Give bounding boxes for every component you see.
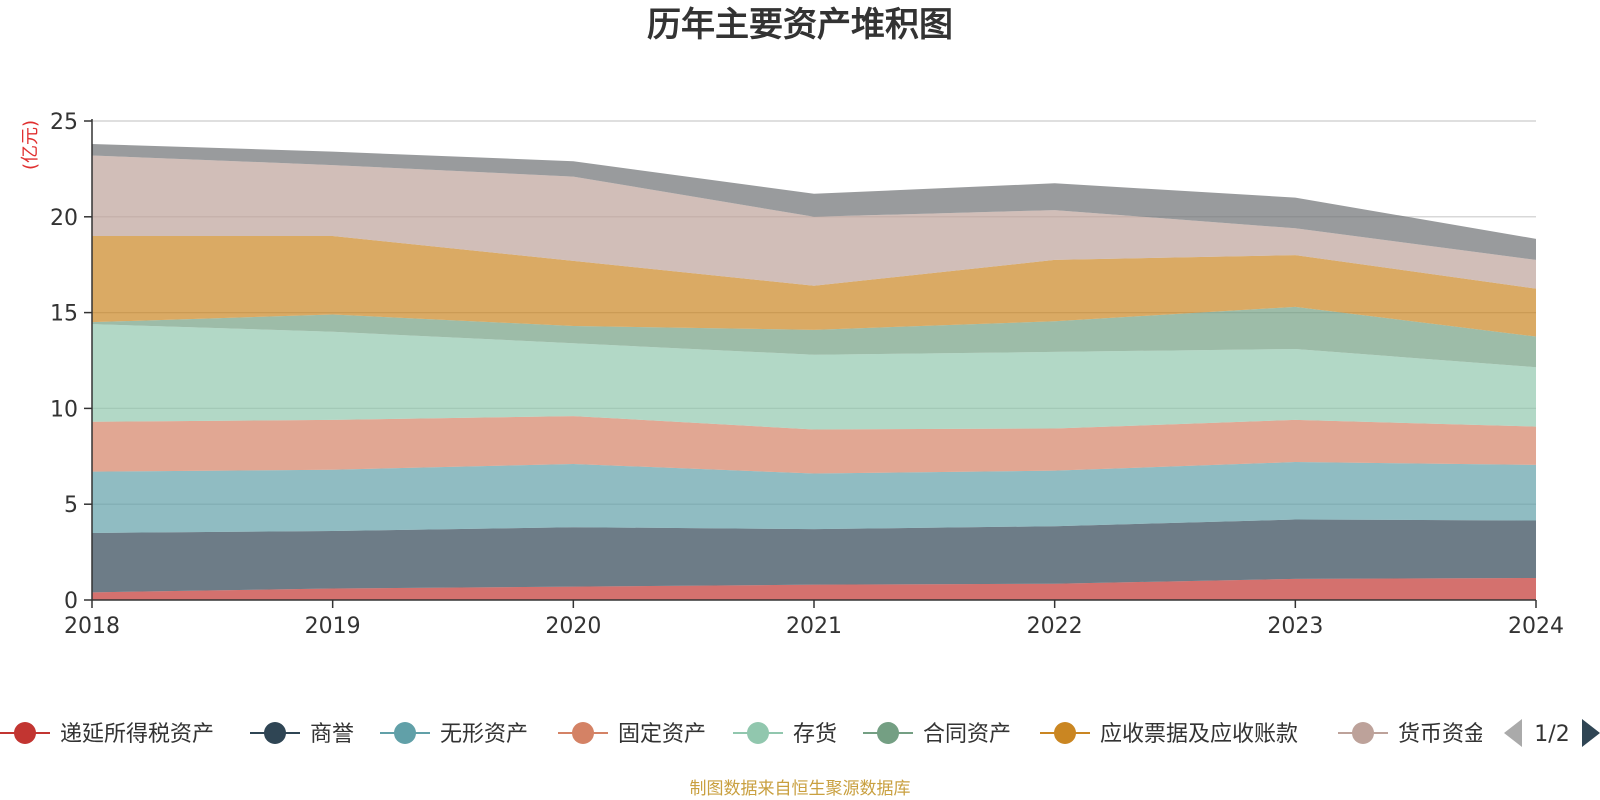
legend-label: 递延所得税资产 — [60, 722, 214, 747]
legend-page-indicator: 1/2 — [1534, 722, 1569, 747]
area-series — [92, 143, 1536, 600]
area-series-2 — [92, 462, 1536, 533]
y-tick-label: 5 — [64, 493, 78, 518]
y-tick-label: 15 — [50, 302, 78, 327]
legend-marker — [264, 722, 286, 744]
legend-marker — [394, 722, 416, 744]
area-series-7 — [92, 155, 1536, 289]
x-tick-label: 2024 — [1508, 614, 1564, 639]
area-series-4 — [92, 324, 1536, 430]
legend-item[interactable]: 存货 — [733, 722, 837, 747]
legend-label: 应收票据及应收账款 — [1100, 722, 1298, 747]
legend-item[interactable]: 应收票据及应收账款 — [1040, 722, 1298, 747]
area-series-8 — [92, 143, 1536, 260]
y-tick-label: 25 — [50, 110, 78, 135]
x-tick-label: 2022 — [1027, 614, 1083, 639]
legend-label: 存货 — [793, 722, 837, 747]
x-tick-label: 2021 — [786, 614, 842, 639]
legend-marker — [1352, 722, 1374, 744]
y-tick-label: 0 — [64, 589, 78, 614]
legend-item[interactable]: 无形资产 — [380, 722, 528, 747]
legend-marker — [1054, 722, 1076, 744]
y-tick-label: 20 — [50, 206, 78, 231]
legend: 递延所得税资产 商誉 无形资产 固定资产 存货 合同资产 应收票据及应收账款 货币资金 1/2 — [0, 719, 1600, 747]
legend-label: 固定资产 — [618, 722, 706, 747]
area-series-6 — [92, 235, 1536, 337]
legend-label: 商誉 — [310, 722, 354, 747]
legend-prev-icon[interactable] — [1504, 719, 1522, 747]
area-series-3 — [92, 416, 1536, 474]
axes: 0 5 10 15 20 25 2018 2019 2020 2021 2022 2023 2024 — [50, 110, 1564, 639]
legend-label: 货币资金 — [1398, 722, 1486, 747]
x-tick-label: 2018 — [64, 614, 120, 639]
legend-item[interactable]: 固定资产 — [558, 722, 706, 747]
chart-title: 历年主要资产堆积图 — [647, 5, 953, 45]
legend-next-icon[interactable] — [1582, 719, 1600, 747]
area-series-0 — [92, 577, 1536, 600]
legend-item[interactable]: 递延所得税资产 — [0, 722, 214, 747]
y-tick-label: 10 — [50, 397, 78, 422]
legend-item[interactable]: 货币资金 — [1338, 722, 1486, 747]
legend-item[interactable]: 合同资产 — [863, 722, 1011, 747]
legend-marker — [572, 722, 594, 744]
x-tick-label: 2023 — [1267, 614, 1323, 639]
legend-label: 无形资产 — [440, 722, 528, 747]
legend-marker — [747, 722, 769, 744]
legend-marker — [877, 722, 899, 744]
x-tick-label: 2019 — [305, 614, 361, 639]
data-source-note: 制图数据来自恒生聚源数据库 — [690, 779, 911, 799]
legend-item[interactable]: 商誉 — [250, 722, 354, 747]
legend-marker — [14, 722, 36, 744]
legend-label: 合同资产 — [923, 722, 1011, 747]
area-series-1 — [92, 519, 1536, 593]
area-series-5 — [92, 306, 1536, 368]
y-axis-unit: (亿元) — [20, 120, 41, 170]
x-tick-label: 2020 — [545, 614, 601, 639]
